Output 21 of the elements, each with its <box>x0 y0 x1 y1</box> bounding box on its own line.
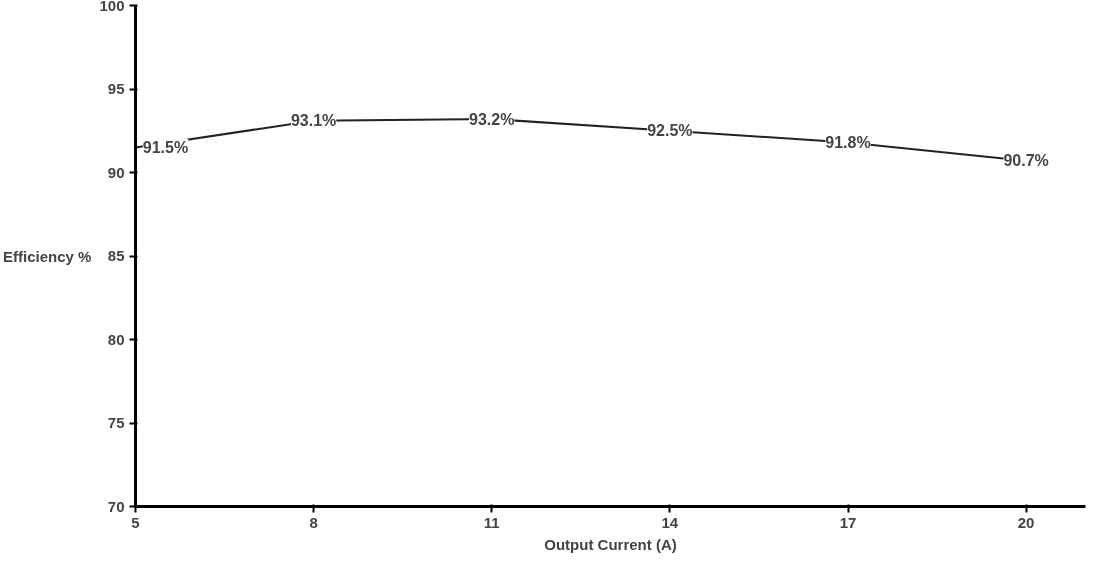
y-tick-label: 70 <box>107 497 125 515</box>
x-tick-label: 20 <box>1017 513 1035 531</box>
x-tick-label: 8 <box>309 513 318 531</box>
y-tick-label: 95 <box>107 80 125 97</box>
y-tick-label: 80 <box>107 330 125 348</box>
data-label: 90.7% <box>1003 152 1049 170</box>
x-tick-label: 5 <box>131 513 140 531</box>
data-label: 91.5% <box>142 138 189 156</box>
y-tick-label: 90 <box>107 163 125 181</box>
x-tick-label: 17 <box>839 513 857 531</box>
data-label: 93.1% <box>290 112 337 130</box>
y-tick-label: 85 <box>107 247 125 264</box>
data-label: 91.8% <box>825 133 871 151</box>
y-axis-title: Efficiency % <box>3 247 92 265</box>
x-tick-label: 14 <box>661 513 679 531</box>
y-tick-label: 75 <box>107 414 125 431</box>
data-label: 92.5% <box>647 122 693 140</box>
x-tick-label: 11 <box>483 513 500 531</box>
y-tick-label: 100 <box>99 0 125 14</box>
x-axis-title: Output Current (A) <box>544 535 677 553</box>
data-label: 93.2% <box>469 110 515 128</box>
